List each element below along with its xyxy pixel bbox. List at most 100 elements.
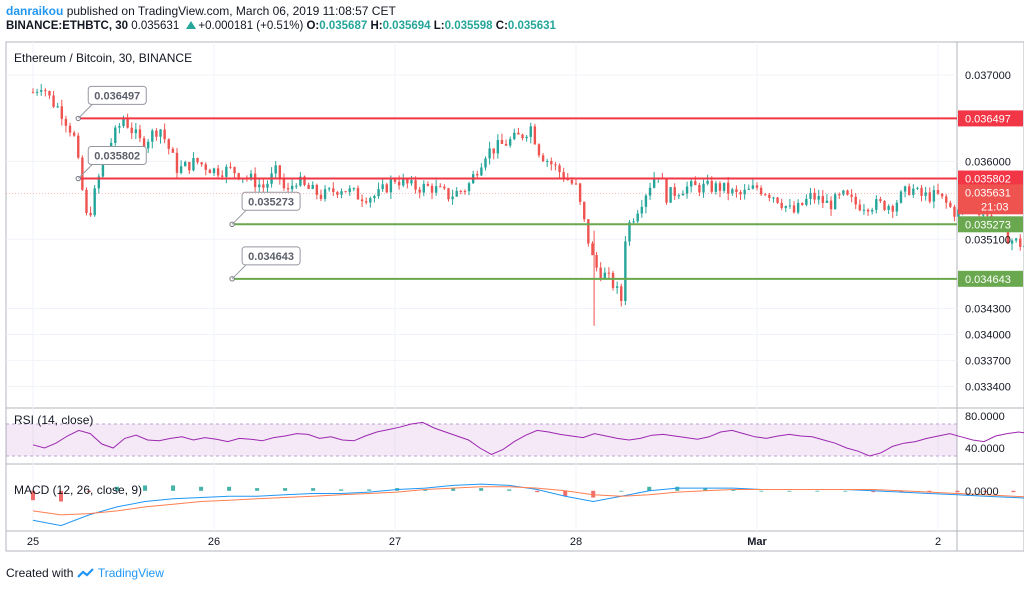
y-tick-label: 0.036000 (965, 156, 1011, 168)
macd-histogram-bar (787, 490, 792, 492)
candle-down (443, 186, 446, 189)
macd-histogram-bar (199, 486, 204, 491)
level-callout-text: 0.036497 (94, 90, 140, 102)
candle-down (813, 192, 816, 200)
candle-up (97, 176, 101, 189)
candle-up (40, 90, 43, 92)
candle-down (801, 202, 804, 205)
candle-down (665, 179, 668, 203)
candle-up (151, 130, 154, 142)
x-tick-label: 27 (389, 536, 401, 548)
high-value: 0.035694 (382, 20, 431, 32)
candle-down (414, 180, 417, 190)
candle-down (385, 184, 388, 193)
candle-down (850, 194, 853, 197)
candle-down (780, 202, 783, 208)
macd-histogram-bar (703, 488, 708, 491)
candle-down (866, 209, 870, 212)
candle-up (924, 192, 927, 196)
candle-up (842, 190, 845, 195)
candle-down (439, 186, 442, 188)
candle-down (175, 152, 179, 173)
candle-up (681, 193, 685, 196)
candle-down (406, 178, 409, 184)
candle-down (578, 183, 582, 202)
candle-down (517, 132, 520, 135)
candle-down (698, 185, 701, 193)
candle-down (570, 180, 574, 184)
candle-up (295, 185, 298, 187)
candle-down (710, 180, 713, 192)
chart-area[interactable]: Ethereum / Bitcoin, 30, BINANCE 0.036497 0… (0, 0, 1024, 560)
candle-up (615, 286, 619, 288)
candle-down (1019, 238, 1022, 247)
candle-up (743, 189, 746, 195)
macd-histogram-bar (871, 490, 876, 493)
candle-down (430, 185, 434, 193)
macd-title: MACD (12, 26, close, 9) (14, 483, 142, 497)
candle-up (916, 187, 919, 189)
candle-up (508, 139, 512, 146)
tradingview-link[interactable]: TradingView (97, 566, 164, 580)
candle-up (352, 188, 356, 190)
author-link[interactable]: danraikou (6, 4, 64, 18)
macd-histogram-bar (619, 490, 624, 492)
candle-down (155, 130, 158, 137)
callout-pointer (77, 104, 93, 119)
arrow-up-icon (186, 21, 197, 29)
candle-down (167, 139, 170, 149)
macd-line (32, 483, 1024, 527)
candle-down (393, 179, 397, 182)
candle-up (982, 214, 985, 216)
candle-up (327, 188, 331, 190)
candle-down (776, 197, 779, 203)
candle-down (77, 135, 80, 158)
candle-up (912, 188, 915, 195)
candle-down (89, 212, 92, 216)
candle-up (751, 185, 755, 189)
macd-histogram-bar (899, 490, 904, 493)
x-tick-label: 25 (27, 536, 39, 548)
candle-up (402, 178, 405, 186)
candle-up (875, 199, 878, 210)
candle-down (200, 162, 203, 165)
candle-up (788, 205, 792, 207)
candle-down (282, 177, 286, 189)
candle-down (126, 118, 129, 128)
candle-down (607, 272, 611, 274)
candle-up (410, 180, 413, 184)
last-price: 0.035631 (131, 20, 180, 32)
candle-up (685, 186, 689, 194)
candle-down (336, 192, 339, 195)
candle-down (463, 191, 467, 193)
candle-down (360, 199, 364, 202)
level-axis-badge (958, 170, 1023, 187)
macd-histogram-bar (283, 488, 288, 491)
candle-up (784, 206, 787, 208)
candle-down (196, 158, 199, 163)
macd-histogram-bar (563, 490, 568, 497)
macd-histogram-bar (535, 490, 540, 493)
candle-down (838, 194, 841, 196)
candle-down (949, 202, 952, 207)
candle-down (755, 185, 759, 188)
chart-title: Ethereum / Bitcoin, 30, BINANCE (14, 51, 192, 65)
candle-up (484, 158, 487, 168)
candle-up (809, 192, 812, 199)
level-axis-label: 0.034643 (965, 274, 1011, 286)
candle-down (537, 144, 541, 156)
macd-histogram-bar (367, 489, 372, 491)
macd-histogram-bar (59, 490, 64, 502)
candle-down (562, 172, 565, 179)
candle-down (397, 181, 401, 186)
candle-down (81, 157, 84, 190)
candle-down (846, 190, 849, 195)
candle-up (299, 176, 302, 186)
candle-down (307, 184, 310, 189)
macd-histogram-bar (423, 489, 428, 491)
candle-up (825, 200, 829, 203)
y-tick-label: 0.033400 (965, 381, 1011, 393)
candle-down (928, 192, 931, 202)
macd-histogram-bar (675, 486, 680, 491)
symbol-label: BINANCE:ETHBTC, 30 (6, 20, 129, 32)
